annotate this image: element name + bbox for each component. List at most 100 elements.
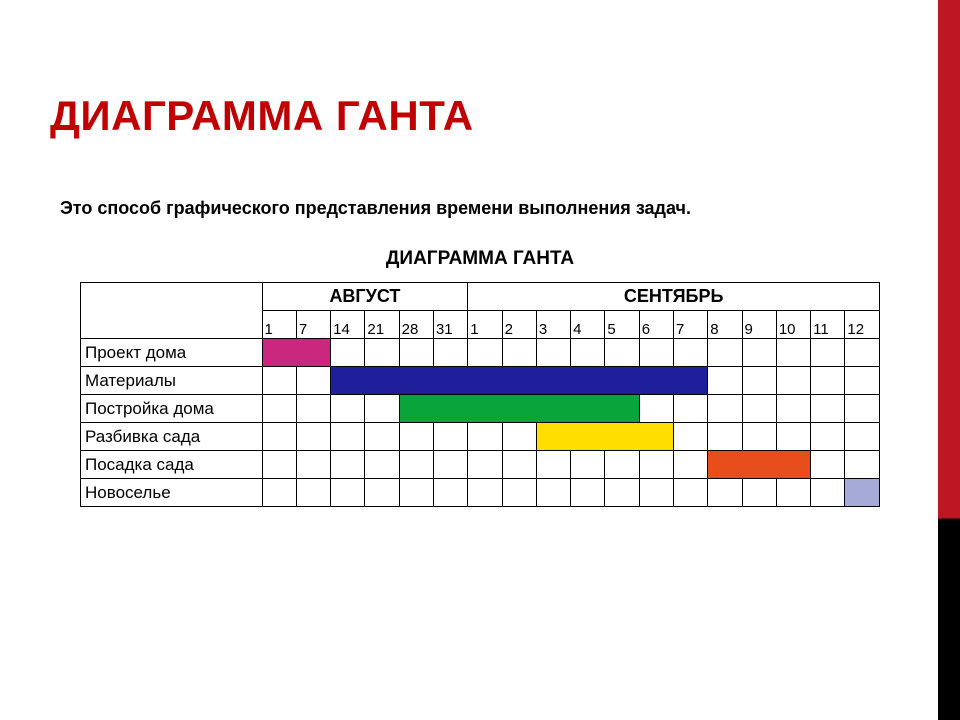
- gantt-row: Материалы: [81, 367, 880, 395]
- accent-bar: [938, 0, 960, 720]
- gantt-cell: [776, 395, 810, 423]
- gantt-cell: [639, 367, 673, 395]
- gantt-cell: [708, 423, 742, 451]
- gantt-cell: [468, 451, 502, 479]
- gantt-cell: [468, 367, 502, 395]
- gantt-cell: [331, 367, 365, 395]
- gantt-cell: [262, 395, 296, 423]
- gantt-cell: [776, 479, 810, 507]
- gantt-row: Проект дома: [81, 339, 880, 367]
- gantt-cell: [399, 423, 433, 451]
- gantt-cell: [742, 395, 776, 423]
- gantt-cell: [811, 451, 845, 479]
- task-label: Постройка дома: [81, 395, 263, 423]
- gantt-cell: [742, 339, 776, 367]
- day-header: 3: [536, 311, 570, 339]
- gantt-cell: [502, 423, 536, 451]
- task-label: Проект дома: [81, 339, 263, 367]
- gantt-cell: [502, 367, 536, 395]
- day-header: 4: [571, 311, 605, 339]
- gantt-row: Новоселье: [81, 479, 880, 507]
- day-header: 14: [331, 311, 365, 339]
- gantt-cell: [571, 339, 605, 367]
- gantt-cell: [262, 451, 296, 479]
- gantt-cell: [536, 423, 570, 451]
- gantt-cell: [468, 395, 502, 423]
- day-header: 5: [605, 311, 639, 339]
- gantt-cell: [673, 395, 707, 423]
- day-header: 28: [399, 311, 433, 339]
- gantt-cell: [605, 395, 639, 423]
- gantt-cell: [776, 367, 810, 395]
- gantt-cell: [742, 423, 776, 451]
- gantt-cell: [571, 423, 605, 451]
- gantt-cell: [433, 367, 467, 395]
- day-header: 2: [502, 311, 536, 339]
- day-header: 7: [673, 311, 707, 339]
- gantt-cell: [742, 451, 776, 479]
- gantt-cell: [845, 395, 880, 423]
- gantt-cell: [811, 339, 845, 367]
- gantt-cell: [845, 479, 880, 507]
- task-label: Посадка сада: [81, 451, 263, 479]
- gantt-cell: [296, 367, 330, 395]
- gantt-row: Посадка сада: [81, 451, 880, 479]
- gantt-cell: [639, 451, 673, 479]
- day-header: 7: [296, 311, 330, 339]
- gantt-cell: [296, 423, 330, 451]
- task-label: Разбивка сада: [81, 423, 263, 451]
- gantt-cell: [365, 451, 399, 479]
- task-label: Новоселье: [81, 479, 263, 507]
- day-header: 21: [365, 311, 399, 339]
- gantt-cell: [845, 339, 880, 367]
- gantt-cell: [502, 451, 536, 479]
- gantt-cell: [536, 395, 570, 423]
- gantt-row: Разбивка сада: [81, 423, 880, 451]
- gantt-cell: [605, 451, 639, 479]
- gantt-cell: [571, 395, 605, 423]
- gantt-cell: [811, 367, 845, 395]
- gantt-cell: [296, 339, 330, 367]
- gantt-cell: [399, 339, 433, 367]
- gantt-cell: [399, 395, 433, 423]
- gantt-cell: [708, 339, 742, 367]
- gantt-cell: [433, 423, 467, 451]
- month-header: СЕНТЯБРЬ: [468, 283, 880, 311]
- gantt-cell: [468, 423, 502, 451]
- gantt-cell: [708, 395, 742, 423]
- gantt-cell: [639, 479, 673, 507]
- month-header: АВГУСТ: [262, 283, 468, 311]
- gantt-cell: [536, 339, 570, 367]
- gantt-cell: [605, 423, 639, 451]
- gantt-cell: [468, 339, 502, 367]
- slide-title: ДИАГРАММА ГАНТА: [50, 92, 474, 140]
- day-header: 31: [433, 311, 467, 339]
- gantt-cell: [673, 479, 707, 507]
- gantt-cell: [399, 367, 433, 395]
- gantt-cell: [742, 479, 776, 507]
- gantt-cell: [673, 339, 707, 367]
- gantt-cell: [365, 479, 399, 507]
- gantt-cell: [673, 423, 707, 451]
- gantt-cell: [811, 395, 845, 423]
- gantt-row: Постройка дома: [81, 395, 880, 423]
- gantt-cell: [845, 451, 880, 479]
- gantt-cell: [331, 339, 365, 367]
- gantt-cell: [399, 451, 433, 479]
- gantt-cell: [605, 339, 639, 367]
- gantt-cell: [331, 451, 365, 479]
- gantt-cell: [571, 451, 605, 479]
- gantt-cell: [536, 479, 570, 507]
- gantt-cell: [571, 479, 605, 507]
- gantt-cell: [331, 395, 365, 423]
- gantt-cell: [262, 367, 296, 395]
- day-header: 8: [708, 311, 742, 339]
- gantt-cell: [262, 479, 296, 507]
- gantt-cell: [776, 339, 810, 367]
- gantt-cell: [708, 367, 742, 395]
- day-header: 10: [776, 311, 810, 339]
- gantt-cell: [845, 423, 880, 451]
- gantt-cell: [673, 367, 707, 395]
- gantt-cell: [811, 479, 845, 507]
- gantt-cell: [296, 451, 330, 479]
